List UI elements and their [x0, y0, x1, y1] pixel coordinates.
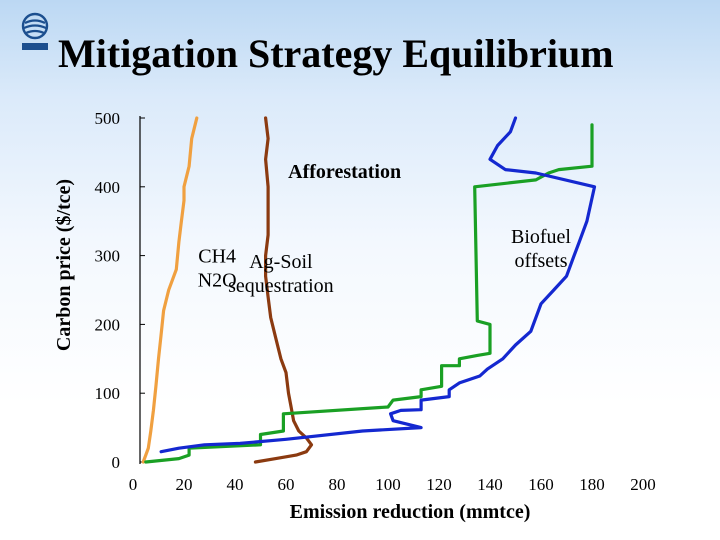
x-tick-label: 160 [528, 475, 554, 494]
x-tick-label: 20 [176, 475, 193, 494]
y-tick-label: 500 [95, 109, 121, 128]
x-tick-label: 0 [129, 475, 138, 494]
chart-annotation-line: Ag-Soil [249, 251, 313, 273]
x-tick-label: 200 [630, 475, 656, 494]
y-axis-title: Carbon price ($/tce) [53, 179, 75, 351]
x-axis-title: Emission reduction (mmtce) [290, 501, 531, 523]
x-tick-label: 140 [477, 475, 503, 494]
x-tick-label: 40 [227, 475, 244, 494]
y-tick-label: 400 [95, 178, 121, 197]
series-line-0 [141, 116, 199, 464]
series-line-1 [253, 116, 314, 464]
y-tick-label: 300 [95, 247, 121, 266]
chart-annotation: Biofuel offsets [511, 226, 571, 272]
iiasa-logo-icon [21, 12, 49, 50]
chart-annotation-line: sequestration [228, 275, 334, 297]
chart-annotation: Ag-Soil sequestration [228, 251, 334, 297]
x-tick-label: 120 [426, 475, 452, 494]
slide-title: Mitigation Strategy Equilibrium [58, 31, 614, 76]
x-tick-label: 180 [579, 475, 605, 494]
series-line-3 [159, 116, 597, 454]
chart-annotation-line: Afforestation [288, 161, 401, 183]
chart-annotation: Afforestation [288, 161, 401, 183]
chart-annotation: CH4 N2O [198, 245, 237, 291]
y-tick-label: 0 [112, 453, 121, 472]
chart-annotation-line: CH4 [198, 245, 236, 267]
chart-annotation-line: N2O [198, 269, 237, 291]
y-tick-label: 200 [95, 315, 121, 334]
x-tick-label: 100 [375, 475, 401, 494]
x-tick-label: 60 [278, 475, 295, 494]
chart-annotation-line: offsets [515, 250, 568, 272]
x-tick-label: 80 [329, 475, 346, 494]
chart-annotation-line: Biofuel [511, 226, 571, 248]
y-tick-label: 100 [95, 384, 121, 403]
chart-axes: 0 100 200 300 400 500 0 20 40 60 80 100 120 140 160 180… [95, 109, 656, 494]
chart-series-layer [141, 116, 597, 464]
